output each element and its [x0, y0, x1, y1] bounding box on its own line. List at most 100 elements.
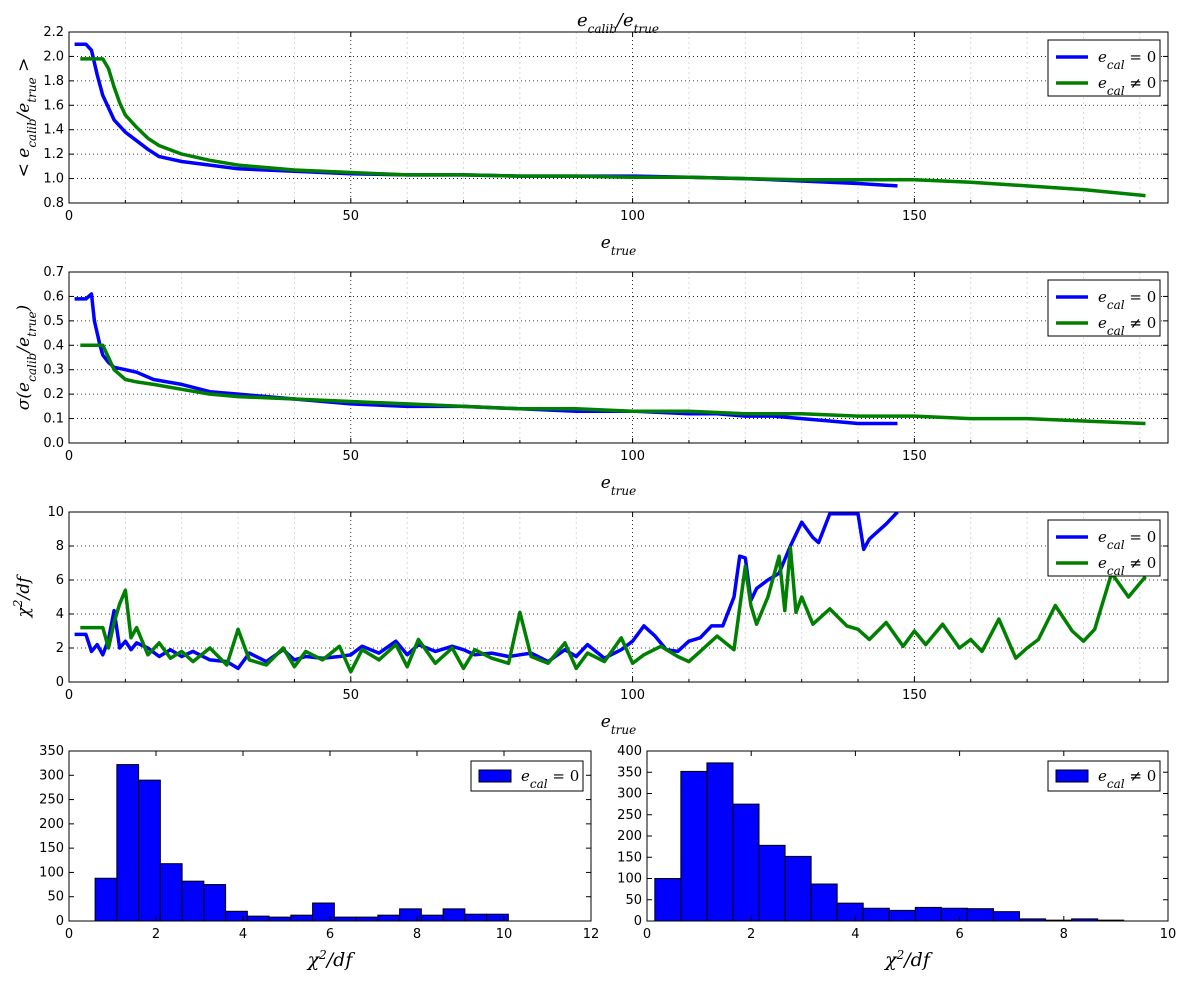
histogram-bar [246, 915, 270, 922]
x-tick-label: 0 [643, 927, 651, 942]
y-tick-label: 10 [47, 505, 64, 520]
histogram-bar [888, 909, 916, 922]
x-tick-label: 8 [413, 927, 421, 942]
legend-box [1047, 39, 1161, 97]
y-tick-label: 350 [39, 744, 64, 759]
x-tick-label: 6 [955, 927, 963, 942]
histogram-bar [784, 855, 812, 922]
y-tick-label: 250 [39, 793, 64, 808]
y-tick-label: 0.2 [43, 387, 64, 402]
y-tick-label: 4 [56, 607, 64, 622]
x-tick-label: 100 [620, 449, 645, 464]
histogram-bar [333, 916, 357, 922]
x-tick-label: 2 [747, 927, 755, 942]
y-tick-label: 250 [617, 808, 642, 823]
x-tick-label: 6 [326, 927, 334, 942]
y-tick-label: 0.0 [43, 436, 64, 451]
y-tick-label: 2 [56, 641, 64, 656]
histogram-bar [94, 877, 118, 922]
y-tick-label: 400 [617, 744, 642, 759]
x-tick-label: 50 [343, 449, 360, 464]
series-line-ecal-zero [74, 42, 898, 188]
legend-label: ecal = 0 [1098, 48, 1156, 72]
x-tick-label: 0 [65, 209, 73, 224]
mean-chart: 0 50 100 150 0.8 1.0 1.2 1.4 1.6 1.8 2.0 2.2 etrue < … [14, 25, 1168, 258]
histogram-bar [203, 884, 227, 922]
y-tick-label: 0.7 [43, 265, 64, 280]
x-tick-label: 100 [620, 209, 645, 224]
y-tick-label: 6 [56, 573, 64, 588]
y-tick-label: 1.8 [43, 74, 64, 89]
histogram-bar [290, 914, 314, 922]
legend-label: ecal ≠ 0 [1098, 314, 1156, 338]
x-tick-label: 50 [343, 209, 360, 224]
y-tick-label: 100 [617, 872, 642, 887]
x-tick-label: 12 [583, 927, 600, 942]
x-tick-label: 150 [902, 688, 927, 703]
y-tick-label: 0 [56, 914, 64, 929]
y-tick-label: 150 [617, 850, 642, 865]
histogram-bar [181, 880, 205, 922]
histogram-bar [377, 914, 401, 922]
legend-swatch [1055, 769, 1089, 783]
x-tick-label: 0 [65, 688, 73, 703]
legend-box [1047, 519, 1161, 577]
x-tick-label: 0 [65, 927, 73, 942]
histogram-bar [706, 762, 734, 922]
histogram-bar [680, 770, 708, 922]
legend: ecal = 0 [470, 760, 584, 792]
histogram-bar [159, 863, 183, 922]
histogram-bar [654, 878, 682, 922]
y-tick-label: 1.2 [43, 147, 64, 162]
histogram-bar [420, 914, 444, 922]
y-tick-label: 300 [617, 787, 642, 802]
y-tick-label: 0.8 [43, 196, 64, 211]
x-tick-label: 10 [1160, 927, 1177, 942]
y-tick-label: 0.5 [43, 314, 64, 329]
x-axis-label: etrue [601, 712, 636, 737]
x-axis-label: χ2/df [883, 948, 933, 971]
x-axis-label: etrue [601, 233, 636, 258]
series-line-ecal-nonzero [80, 343, 1146, 426]
y-tick-label: 1.0 [43, 172, 64, 187]
histogram-bar [992, 911, 1021, 922]
histogram-bar [732, 803, 760, 922]
x-tick-label: 0 [65, 449, 73, 464]
y-tick-label: 0 [56, 675, 64, 690]
histogram-bar [862, 907, 890, 922]
series-line-ecal-nonzero [80, 57, 1146, 198]
legend-label: ecal ≠ 0 [1098, 767, 1156, 791]
x-tick-label: 150 [902, 449, 927, 464]
y-tick-label: 200 [617, 829, 642, 844]
y-tick-label: 50 [47, 890, 64, 905]
x-tick-label: 10 [496, 927, 513, 942]
y-axis-label: σ(ecalib/etrue) [14, 305, 39, 410]
legend-box [1047, 279, 1161, 337]
y-tick-label: 100 [39, 865, 64, 880]
legend-label: ecal = 0 [1098, 528, 1156, 552]
y-axis-label: < ecalib/etrue > [14, 58, 39, 178]
histogram-bar [836, 902, 864, 922]
legend-label: ecal ≠ 0 [1098, 554, 1156, 578]
mean-axes-frame [68, 31, 1169, 204]
y-axis-label: χ2/df [11, 574, 34, 619]
y-tick-label: 350 [617, 765, 642, 780]
x-tick-label: 100 [620, 688, 645, 703]
y-tick-label: 2.0 [43, 49, 64, 64]
legend: ecal ≠ 0 [1047, 760, 1161, 792]
histogram-bar [116, 764, 140, 922]
series-line-ecal-zero [74, 512, 899, 671]
legend-label: ecal ≠ 0 [1098, 74, 1156, 98]
y-tick-label: 0.3 [43, 363, 64, 378]
hist1-axes-frame [68, 750, 592, 922]
histogram-bar [966, 908, 994, 922]
histogram-bar [312, 902, 335, 922]
chi2-axes-frame [68, 511, 1169, 683]
legend-swatch [478, 769, 512, 783]
legend-label: ecal = 0 [521, 767, 579, 791]
histogram-bar [486, 913, 509, 922]
